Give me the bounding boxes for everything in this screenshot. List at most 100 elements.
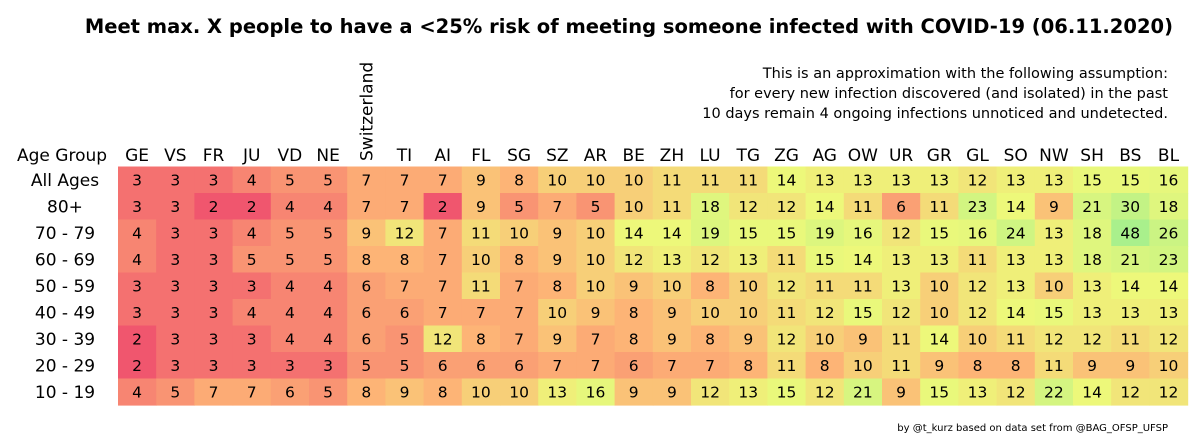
cell-value-10-19-so: 12 xyxy=(1006,383,1026,401)
cell-all-ages-ju xyxy=(232,166,272,194)
cell-value-30-39-ne: 4 xyxy=(323,330,333,348)
cell-value-10-19-fr: 7 xyxy=(209,383,219,401)
cell-value-70-79-lu: 19 xyxy=(700,224,720,242)
cell-value-30-39-vs: 3 xyxy=(170,330,180,348)
cell-value-20-29-sg: 6 xyxy=(514,357,524,375)
cell-10-19-be xyxy=(614,378,654,406)
cell-value-80-tg: 12 xyxy=(738,198,758,216)
cell-80-vd xyxy=(270,193,310,221)
cell-value-60-69-ju: 5 xyxy=(247,251,257,269)
cell-value-70-79-ne: 5 xyxy=(323,224,333,242)
cell-value-all-ages-ti: 7 xyxy=(400,171,410,189)
cell-value-20-29-ne: 3 xyxy=(323,357,333,375)
cell-value-50-59-ju: 3 xyxy=(247,277,257,295)
cell-value-80-lu: 18 xyxy=(700,198,720,216)
cell-50-59-nw xyxy=(1034,272,1074,300)
cell-value-20-29-switzerland: 5 xyxy=(361,357,371,375)
cell-value-all-ages-zh: 11 xyxy=(662,171,682,189)
cell-value-80-gl: 23 xyxy=(968,198,988,216)
cell-value-60-69-ti: 8 xyxy=(400,251,410,269)
cell-40-49-bs xyxy=(1111,299,1150,327)
cell-value-30-39-ai: 12 xyxy=(433,330,453,348)
cell-60-69-lu xyxy=(691,246,730,274)
cell-all-ages-ai xyxy=(423,166,463,194)
cell-60-69-gl xyxy=(958,246,998,274)
cell-50-59-sh xyxy=(1073,272,1112,300)
cell-value-20-29-ar: 7 xyxy=(591,357,601,375)
cell-60-69-bl xyxy=(1149,246,1189,274)
cell-all-ages-lu xyxy=(691,166,730,194)
cell-value-20-29-sh: 9 xyxy=(1087,357,1097,375)
cell-70-79-zg xyxy=(767,219,807,247)
cell-80-fl xyxy=(461,193,501,221)
cell-50-59-lu xyxy=(691,272,730,300)
cell-20-29-tg xyxy=(729,352,768,380)
cell-value-all-ages-bl: 16 xyxy=(1159,171,1179,189)
cell-value-40-49-ju: 4 xyxy=(247,304,257,322)
cell-60-69-fr xyxy=(194,246,234,274)
cell-10-19-ur xyxy=(882,378,921,406)
cell-value-60-69-ne: 5 xyxy=(323,251,333,269)
cell-value-all-ages-sh: 15 xyxy=(1082,171,1102,189)
cell-30-39-vd xyxy=(270,325,310,353)
cell-value-40-49-sh: 13 xyxy=(1082,304,1102,322)
cell-70-79-tg xyxy=(729,219,768,247)
cell-value-40-49-fr: 3 xyxy=(209,304,219,322)
cell-20-29-vd xyxy=(270,352,310,380)
cell-value-30-39-fr: 3 xyxy=(209,330,219,348)
cell-30-39-ne xyxy=(309,325,348,353)
cell-value-10-19-fl: 10 xyxy=(471,383,491,401)
column-label-gl: GL xyxy=(966,146,989,166)
cell-value-60-69-ai: 7 xyxy=(438,251,448,269)
cell-50-59-vd xyxy=(270,272,310,300)
cell-40-49-fr xyxy=(194,299,234,327)
cell-50-59-ai xyxy=(423,272,463,300)
cell-value-10-19-be: 9 xyxy=(629,383,639,401)
cell-60-69-ti xyxy=(385,246,425,274)
cell-value-60-69-gl: 11 xyxy=(968,251,988,269)
cell-value-50-59-sz: 8 xyxy=(552,277,562,295)
cell-80-be xyxy=(614,193,654,221)
cell-40-49-zh xyxy=(652,299,692,327)
cell-40-49-ai xyxy=(423,299,463,327)
cell-all-ages-tg xyxy=(729,166,768,194)
cell-20-29-ne xyxy=(309,352,348,380)
column-label-ti: TI xyxy=(396,146,412,166)
cell-50-59-bs xyxy=(1111,272,1150,300)
row-label-30-39: 30 - 39 xyxy=(35,330,95,350)
cell-60-69-be xyxy=(614,246,654,274)
column-label-zg: ZG xyxy=(774,146,799,166)
cell-value-80-ge: 3 xyxy=(132,198,142,216)
row-label-all-ages: All Ages xyxy=(31,171,99,191)
cell-value-all-ages-switzerland: 7 xyxy=(361,171,371,189)
cell-70-79-nw xyxy=(1034,219,1074,247)
cell-value-50-59-ow: 11 xyxy=(853,277,873,295)
cell-value-30-39-gl: 10 xyxy=(968,330,988,348)
cell-value-60-69-fr: 3 xyxy=(209,251,219,269)
cell-value-30-39-sg: 7 xyxy=(514,330,524,348)
cell-value-40-49-sz: 10 xyxy=(547,304,567,322)
cell-30-39-ag xyxy=(805,325,845,353)
cell-value-all-ages-vs: 3 xyxy=(170,171,180,189)
column-label-ju: JU xyxy=(242,146,260,166)
cell-all-ages-fl xyxy=(461,166,501,194)
cell-30-39-ai xyxy=(423,325,463,353)
cell-value-80-vs: 3 xyxy=(170,198,180,216)
cell-30-39-zh xyxy=(652,325,692,353)
column-label-sz: SZ xyxy=(546,146,568,166)
cell-20-29-bl xyxy=(1149,352,1189,380)
cell-80-ow xyxy=(843,193,883,221)
cell-value-20-29-lu: 7 xyxy=(705,357,715,375)
column-label-bl: BL xyxy=(1158,146,1180,166)
cell-70-79-ag xyxy=(805,219,845,247)
cell-value-30-39-zg: 12 xyxy=(777,330,797,348)
cell-value-70-79-bl: 26 xyxy=(1159,224,1179,242)
cell-value-80-vd: 4 xyxy=(285,198,295,216)
cell-value-all-ages-ju: 4 xyxy=(247,171,257,189)
cell-20-29-vs xyxy=(156,352,195,380)
cell-value-50-59-switzerland: 6 xyxy=(361,277,371,295)
cell-value-all-ages-fl: 9 xyxy=(476,171,486,189)
credit-text: by @t_kurz based on data set from @BAG_O… xyxy=(897,423,1168,434)
cell-30-39-ur xyxy=(882,325,921,353)
column-label-lu: LU xyxy=(700,146,721,166)
